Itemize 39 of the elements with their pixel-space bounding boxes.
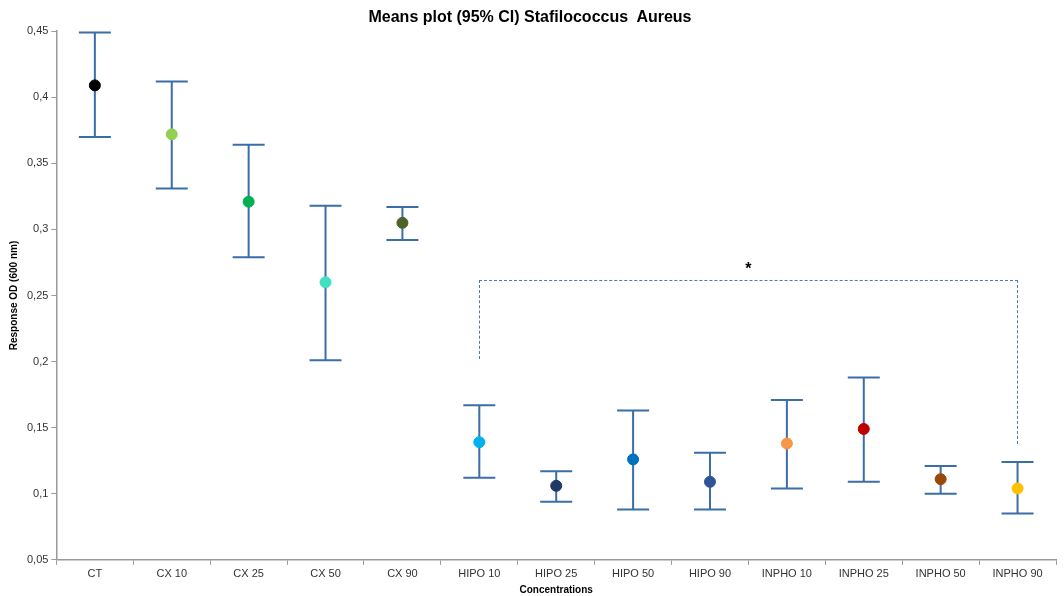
- y-tick-label: 0,45: [26, 24, 49, 37]
- point: [857, 422, 870, 435]
- point: [703, 475, 716, 488]
- y-tick-label: 0,15: [26, 420, 49, 433]
- x-tick-label: HIPO 90: [688, 567, 732, 580]
- y-tick-label: 0,2: [33, 354, 49, 367]
- point: [319, 276, 332, 289]
- y-tick-label: 0,3: [33, 222, 49, 235]
- y-tick-label: 0,05: [26, 552, 49, 565]
- x-tick-label: HIPO 50: [612, 567, 655, 580]
- x-tick-label: INPHO 25: [838, 567, 889, 580]
- point: [780, 437, 793, 450]
- point: [627, 453, 640, 466]
- x-tick-label: HIPO 10: [458, 567, 501, 580]
- x-tick-label: INPHO 50: [915, 567, 966, 580]
- point: [88, 79, 101, 92]
- point: [396, 216, 409, 229]
- y-tick-label: 0,25: [26, 288, 49, 301]
- y-tick-label: 0,4: [33, 90, 49, 103]
- point: [165, 128, 178, 141]
- x-tick-label: INPHO 10: [761, 567, 812, 580]
- point: [550, 479, 563, 492]
- x-tick-label: HIPO 25: [535, 567, 578, 580]
- point: [1011, 482, 1024, 495]
- point: [473, 436, 486, 449]
- x-tick-label: CX 50: [310, 567, 341, 580]
- y-tick-label: 0,1: [33, 486, 49, 499]
- x-tick-label: CX 90: [387, 567, 418, 580]
- x-tick-label: CX 10: [156, 567, 188, 580]
- point: [934, 473, 947, 486]
- chart-title: Means plot (95% CI) Stafilococcus Aureus: [368, 8, 692, 26]
- x-tick-label: INPHO 90: [992, 567, 1043, 580]
- y-axis-title: Response OD (600 nm): [7, 240, 19, 351]
- point: [242, 195, 255, 208]
- x-tick-label: CT: [87, 567, 103, 580]
- x-tick-label: CX 25: [233, 567, 264, 580]
- x-axis-title: Concentrations: [519, 583, 594, 595]
- annotation: *: [745, 259, 752, 278]
- y-tick-label: 0,35: [26, 156, 49, 169]
